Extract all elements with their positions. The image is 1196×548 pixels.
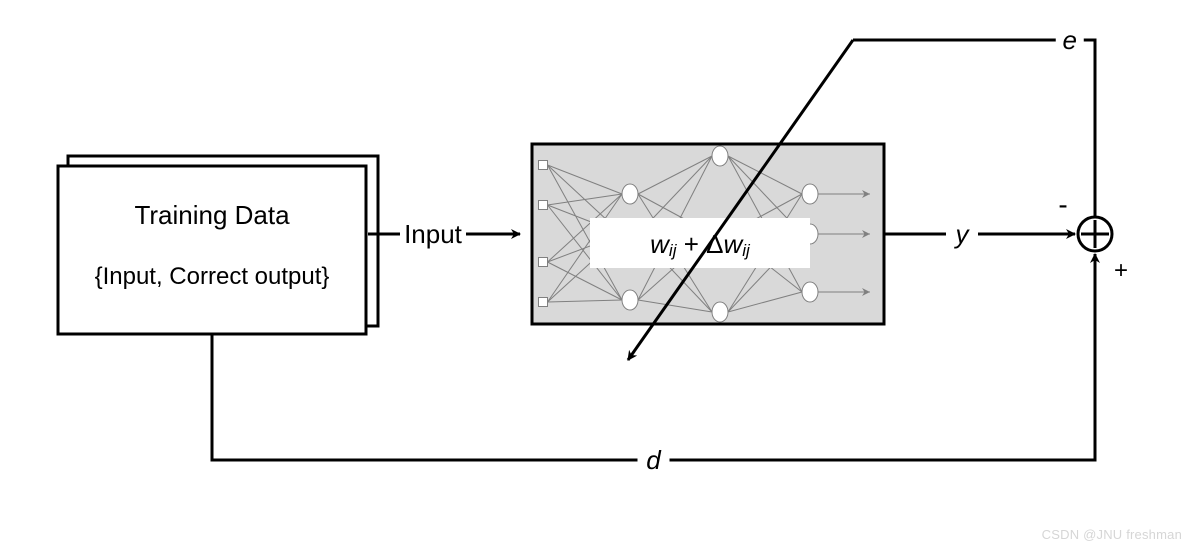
plus-label: +: [1114, 257, 1128, 284]
feedback-line-seg1: [1084, 40, 1095, 217]
e-label: e: [1063, 25, 1077, 55]
summing-junction: [1078, 217, 1112, 251]
d-label: d: [646, 445, 662, 475]
training-box-front: [58, 166, 366, 334]
watermark: CSDN @JNU freshman: [1042, 527, 1182, 542]
minus-label: -: [1058, 189, 1067, 220]
training-title: Training Data: [134, 200, 290, 230]
y-label: y: [954, 219, 971, 249]
input-label: Input: [404, 219, 463, 249]
training-subtitle: {Input, Correct output}: [95, 263, 330, 290]
d-line-seg1: [212, 334, 638, 460]
